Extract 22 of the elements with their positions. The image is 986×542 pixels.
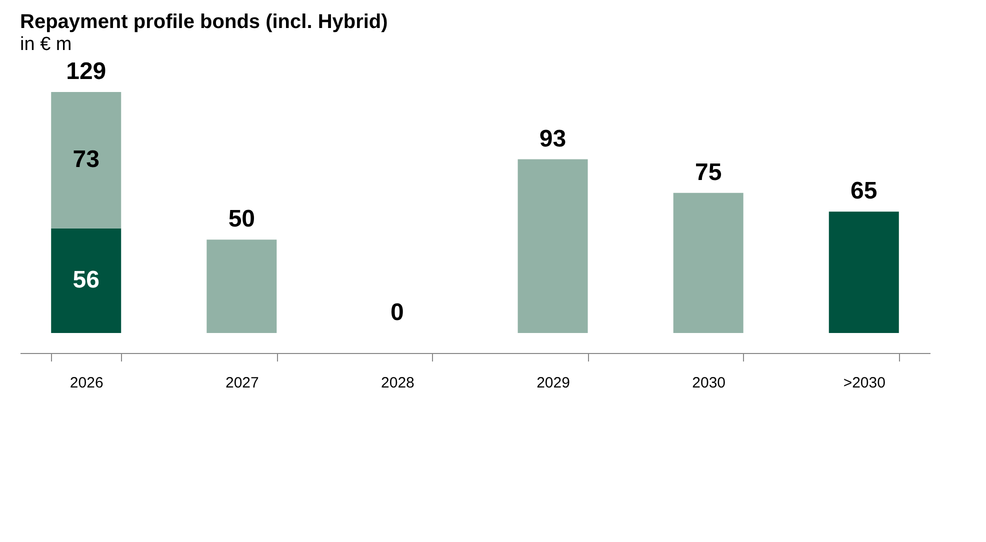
- bar: [51, 92, 122, 228]
- x-tick-label: 2026: [70, 374, 104, 392]
- bar: [828, 212, 899, 333]
- data-label: 75: [694, 158, 722, 186]
- chart-subtitle: in € m: [20, 34, 72, 55]
- data-label: 0: [390, 299, 404, 326]
- bar: [206, 240, 277, 333]
- bar: [673, 192, 744, 333]
- data-label: 73: [72, 146, 100, 174]
- x-tick-label: 2028: [381, 374, 414, 392]
- x-tick-label: 2027: [225, 374, 259, 392]
- total-label: 129: [66, 58, 106, 85]
- data-label: 50: [228, 206, 256, 233]
- bar: [51, 228, 122, 333]
- x-tick-label: >2030: [843, 374, 886, 392]
- data-label: 65: [850, 178, 878, 205]
- bar: [518, 159, 588, 333]
- data-label: 56: [72, 266, 100, 294]
- x-tick-label: 2030: [692, 374, 726, 392]
- chart-title: Repayment profile bonds (incl. Hybrid): [20, 11, 388, 33]
- data-label: 93: [539, 125, 566, 152]
- x-tick-label: 2029: [536, 374, 570, 392]
